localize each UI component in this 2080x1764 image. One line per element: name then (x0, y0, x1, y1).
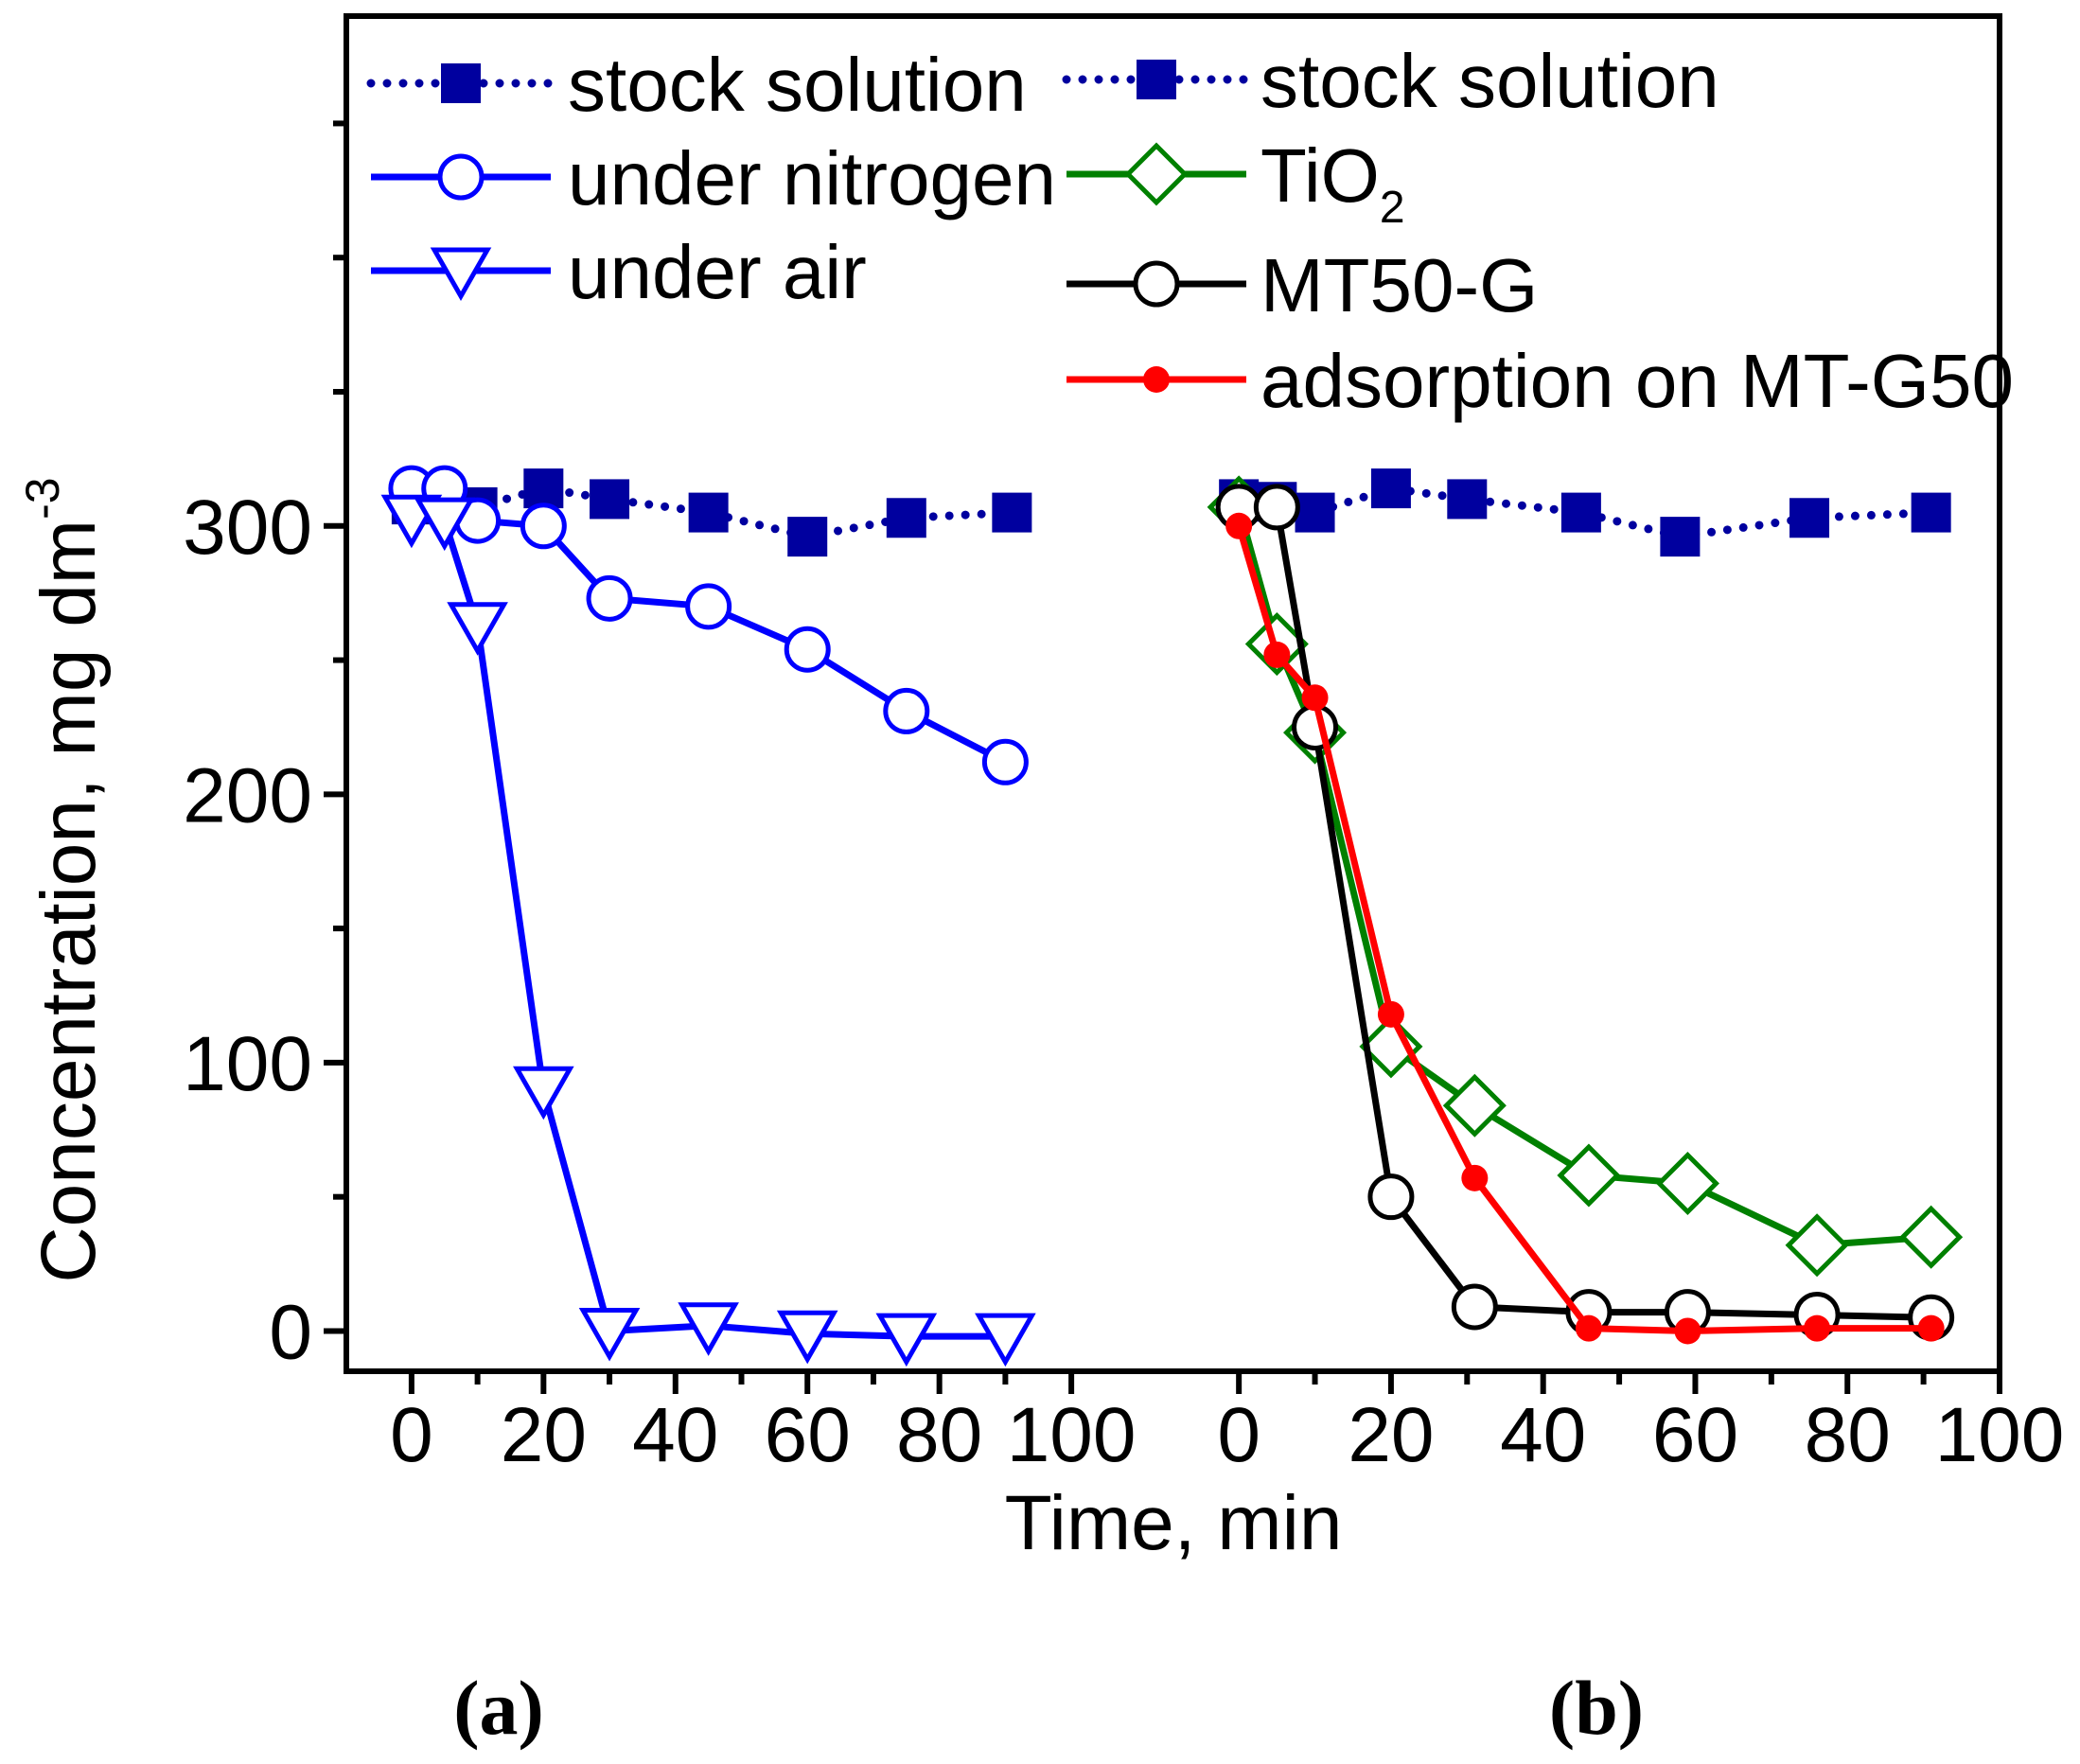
data-point-tio2 (1655, 1151, 1719, 1216)
legend-label-text: TiO (1260, 133, 1380, 218)
data-point-tio2 (1785, 1213, 1849, 1278)
legend-label-text: stock solution (1260, 39, 1719, 123)
data-point-adsorption (1263, 641, 1291, 668)
data-point-air (875, 1313, 938, 1367)
data-point-stock (787, 517, 828, 557)
series-layer (380, 465, 1964, 1367)
series-line-tio2 (1235, 505, 1931, 1249)
y-tick-label: 200 (183, 752, 312, 838)
x-tick-label: 40 (1500, 1392, 1586, 1478)
y-tick-label: 100 (183, 1021, 312, 1107)
data-point-adsorption (1674, 1317, 1701, 1345)
x-tick-label: 60 (765, 1392, 851, 1478)
data-point-air (776, 1310, 838, 1365)
data-point-stock (886, 498, 926, 538)
data-point-tio2 (1359, 1014, 1423, 1079)
legend-label-text: under nitrogen (568, 136, 1056, 220)
legend-label-text: under air (568, 230, 867, 314)
data-point-stock (992, 492, 1032, 533)
legend-label-air: under air (568, 230, 867, 314)
data-point-adsorption (1461, 1164, 1489, 1191)
legend-label-nitrogen: under nitrogen (568, 136, 1056, 220)
data-point-stock (1789, 498, 1830, 538)
x-tick-label: 0 (390, 1392, 433, 1478)
legend-layer: stock solution under nitrogen under air sto… (366, 39, 2014, 423)
data-point-air (578, 1307, 641, 1362)
series-line-adsorption (1235, 524, 1931, 1334)
data-point-stock (1911, 492, 1951, 533)
plot-frame (344, 13, 2002, 1374)
legend-marker-mt50g (1133, 260, 1180, 308)
legend-marker-air (430, 247, 492, 302)
data-point-air (975, 1313, 1036, 1367)
data-point-stock (590, 479, 630, 520)
legend-label-adsorption: adsorption on MT-G50 (1260, 339, 2014, 423)
y-tick-label: 300 (183, 485, 312, 571)
data-point-nitrogen (685, 583, 732, 630)
x-tick-label: 100 (1935, 1392, 2065, 1478)
data-point-nitrogen (981, 738, 1029, 785)
legend-label-text: stock solution (568, 43, 1027, 127)
legend-label-text: MT50-G (1260, 243, 1538, 327)
data-point-nitrogen (883, 687, 930, 734)
series-line-air (411, 514, 1006, 1340)
data-point-adsorption (1377, 1000, 1404, 1028)
data-point-adsorption (1575, 1314, 1602, 1342)
data-point-nitrogen (520, 503, 567, 550)
data-point-adsorption (1917, 1314, 1945, 1342)
data-point-nitrogen (784, 626, 831, 673)
data-point-stock (1447, 479, 1488, 520)
data-point-nitrogen (586, 574, 633, 622)
data-point-tio2 (1557, 1143, 1621, 1208)
y-axis-label-superscript: -3 (16, 477, 69, 519)
y-axis-label-text: Concentration, mg dm (26, 520, 112, 1283)
legend-label-tio2: TiO2 (1260, 133, 1405, 233)
panel-label-a: (a) (453, 1665, 544, 1751)
data-point-tio2 (1899, 1205, 1964, 1269)
data-point-adsorption (1301, 684, 1329, 712)
x-tick-label: 100 (1007, 1392, 1137, 1478)
data-point-stock (1660, 517, 1701, 557)
data-point-stock (1560, 492, 1601, 533)
data-point-stock (1295, 492, 1335, 533)
x-tick-label: 20 (501, 1392, 587, 1478)
panel-label-b: (b) (1549, 1665, 1644, 1751)
legend-label-subscript: 2 (1380, 183, 1405, 233)
data-point-adsorption (1225, 512, 1253, 539)
data-point-air (414, 497, 476, 552)
data-point-stock (523, 468, 564, 509)
axis-layer: 0 100 200 300 0 20 40 60 80 100 0 20 40 60 80 100 (183, 120, 2065, 1478)
data-point-mt50g (1292, 703, 1339, 750)
legend-label-mt50g: MT50-G (1260, 243, 1538, 327)
legend-marker-stock (441, 63, 481, 103)
data-point-air (678, 1302, 739, 1356)
legend-marker-nitrogen (437, 153, 485, 201)
x-axis-label: Time, min (1005, 1480, 1343, 1566)
legend-label-stock: stock solution (568, 43, 1027, 127)
x-tick-label: 80 (896, 1392, 982, 1478)
data-point-adsorption (1804, 1314, 1831, 1342)
data-point-mt50g (1253, 484, 1300, 531)
x-tick-label: 20 (1348, 1392, 1434, 1478)
x-tick-label: 40 (632, 1392, 718, 1478)
legend-label-text: adsorption on MT-G50 (1260, 339, 2014, 423)
data-point-mt50g (1451, 1283, 1498, 1331)
data-point-air (447, 602, 508, 656)
data-point-tio2 (1442, 1073, 1507, 1138)
data-point-stock (688, 492, 729, 533)
data-point-stock (1370, 468, 1411, 509)
legend-marker-adsorption (1143, 366, 1170, 393)
data-point-air (513, 1066, 574, 1120)
data-point-mt50g (1367, 1173, 1415, 1221)
y-axis-label: Concentration, mg dm-3 (16, 477, 112, 1282)
x-tick-label: 0 (1217, 1392, 1260, 1478)
x-tick-label: 60 (1652, 1392, 1738, 1478)
legend-label-stock: stock solution (1260, 39, 1719, 123)
legend-marker-stock (1137, 60, 1176, 99)
legend-marker-tio2 (1124, 142, 1189, 206)
x-tick-label: 80 (1805, 1392, 1891, 1478)
y-tick-label: 0 (269, 1289, 312, 1375)
